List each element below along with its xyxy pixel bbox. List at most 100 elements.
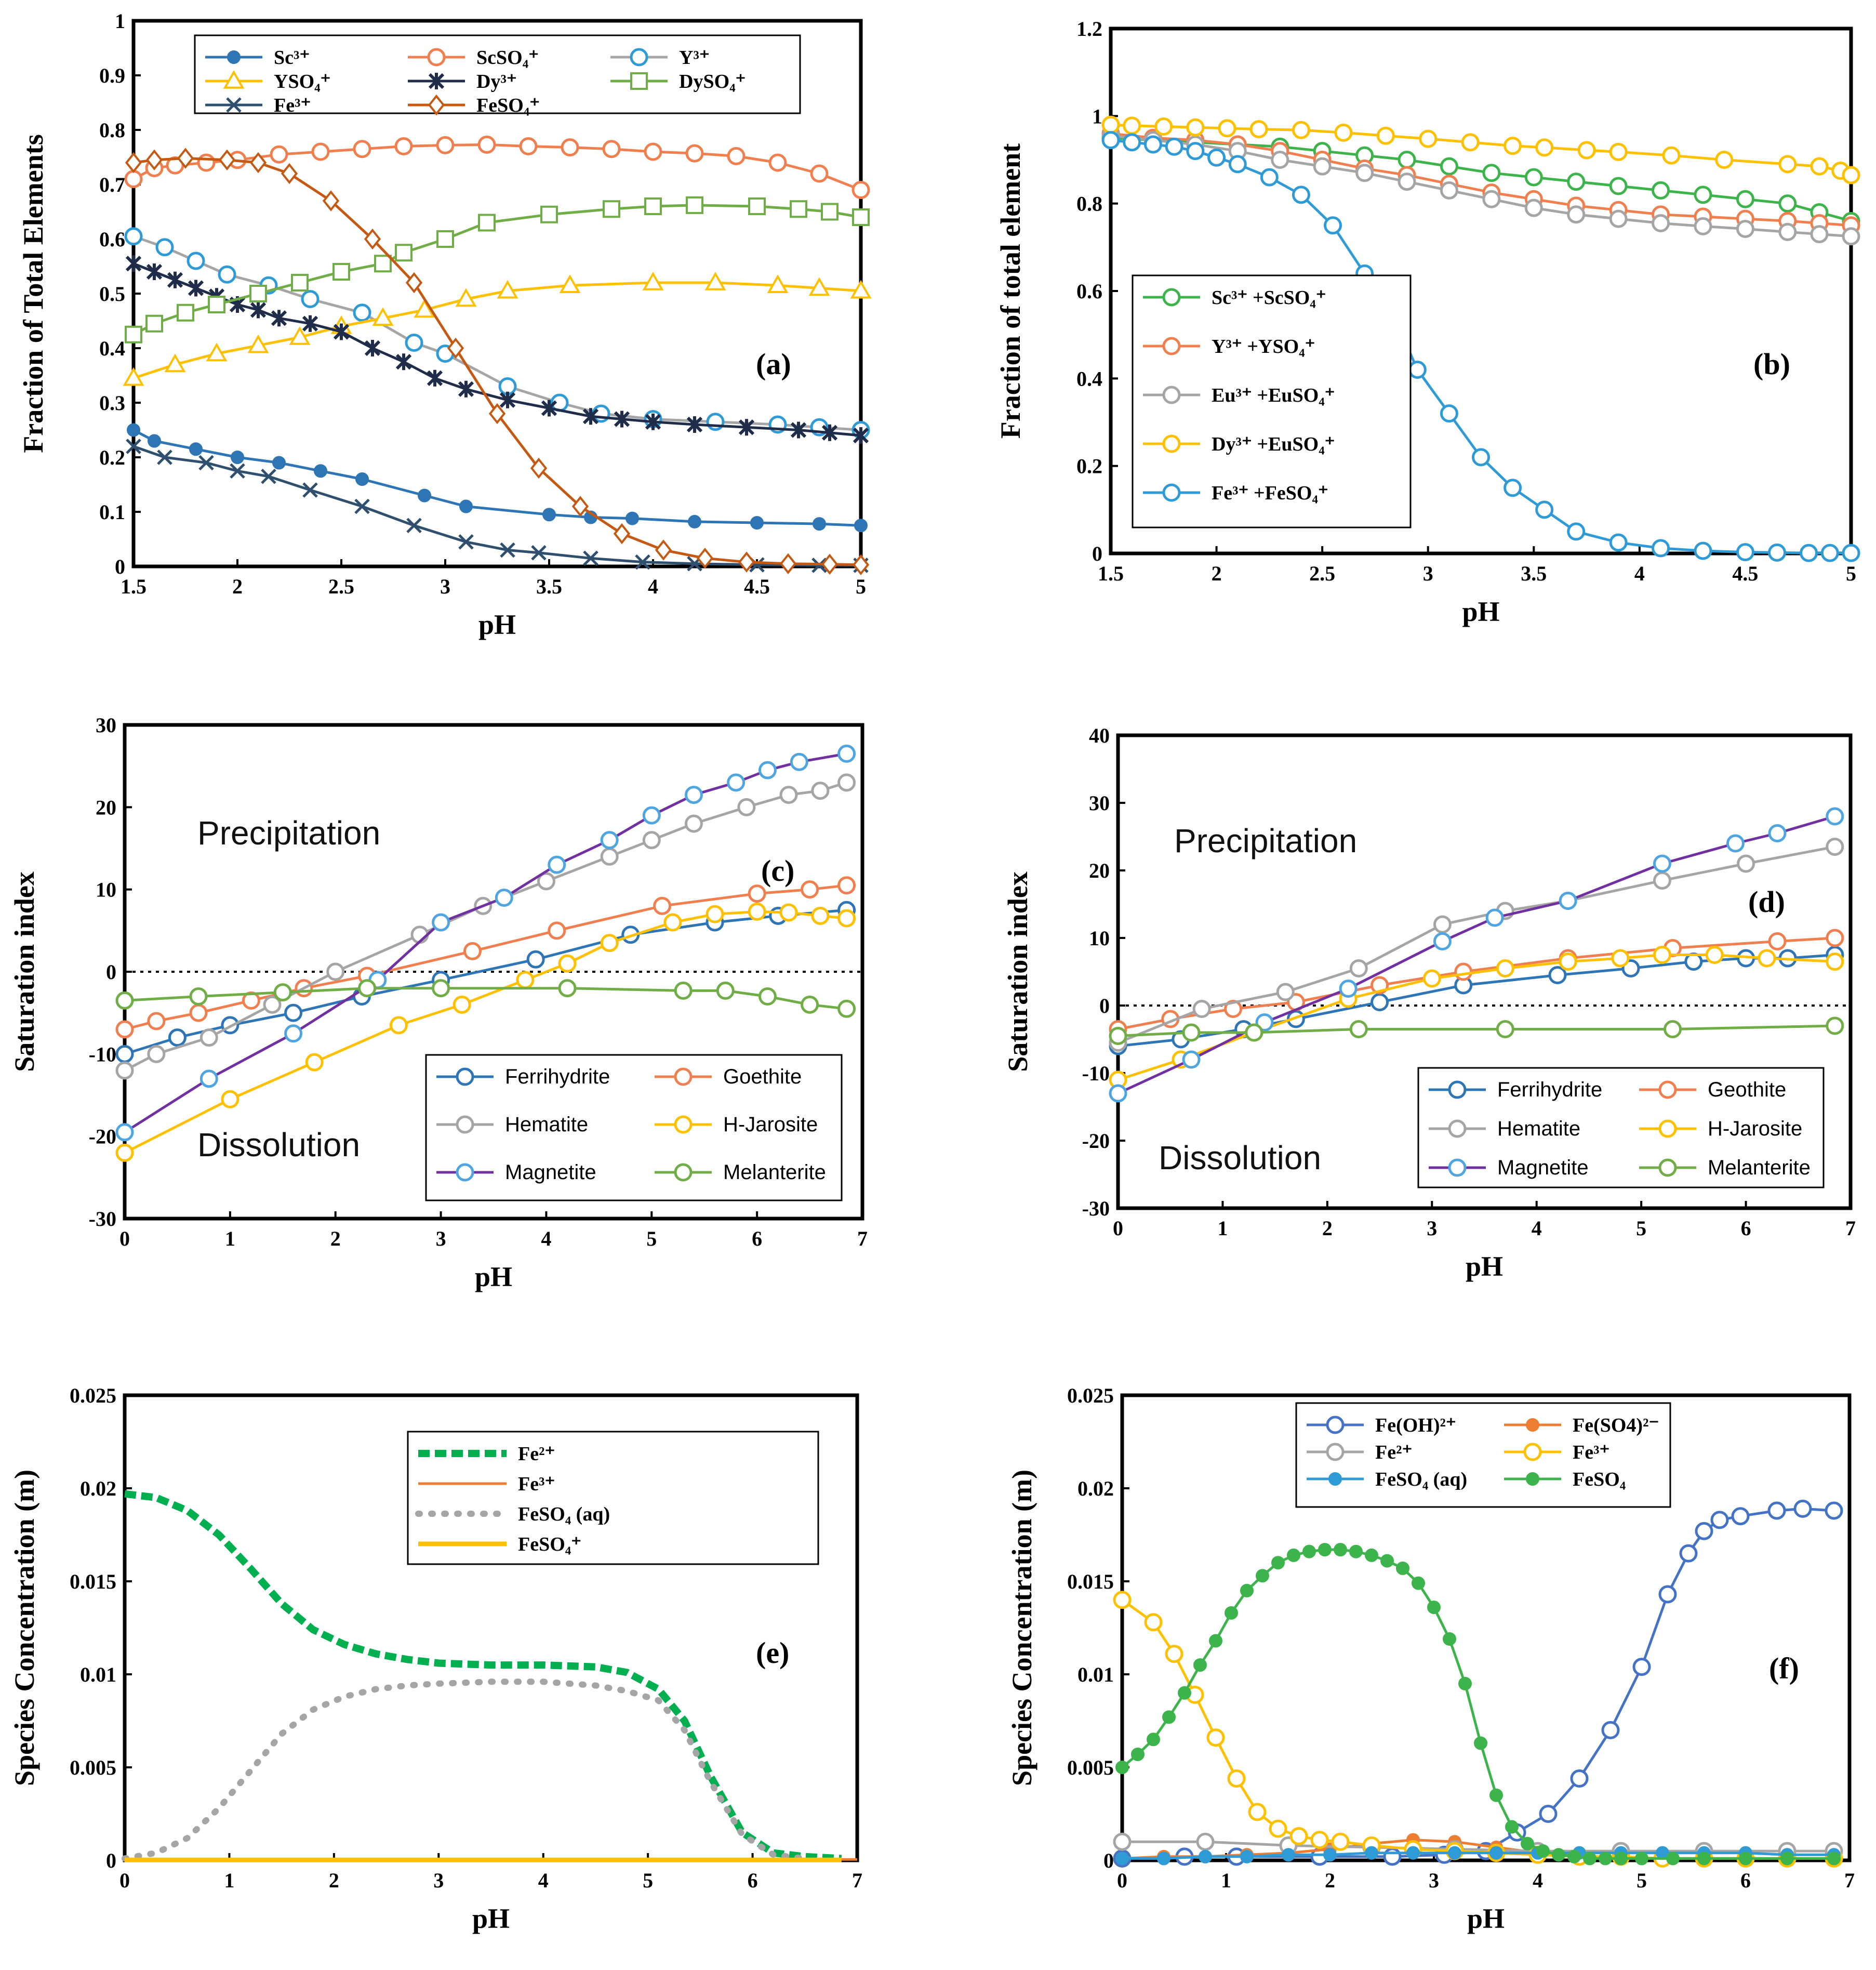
data-point	[1398, 173, 1416, 191]
legend-entry: Magnetite	[436, 1161, 596, 1184]
x-tick-label: 2	[1322, 1217, 1333, 1240]
y-tick-label: 0.7	[99, 173, 125, 196]
y-tick-label: 0.2	[1076, 455, 1102, 478]
panel-e: 0 1 2 3 4 5 6 7 0 0.005 0.01 0.015 0.02 0.025 pH Specie…	[9, 1384, 862, 1934]
data-point	[463, 942, 482, 960]
data-point	[145, 149, 163, 170]
data-point	[1599, 1852, 1612, 1866]
legend-label: Fe(OH)²⁺	[1375, 1414, 1456, 1436]
data-point	[1323, 1848, 1337, 1862]
data-point	[1697, 1852, 1711, 1866]
data-point	[1826, 838, 1844, 856]
data-point	[495, 889, 513, 907]
data-point	[155, 238, 174, 257]
legend-label: DySO₄⁺	[679, 71, 746, 92]
series-line	[1122, 1852, 1834, 1860]
series-a-6	[126, 439, 869, 573]
data-point	[1292, 121, 1310, 139]
data-point	[1577, 141, 1596, 160]
data-point	[427, 369, 443, 387]
x-axis-title: pH	[478, 609, 516, 640]
data-point	[305, 1053, 324, 1072]
data-point	[1679, 1544, 1698, 1563]
data-point	[1535, 138, 1554, 157]
data-point	[558, 979, 577, 998]
data-point	[1662, 146, 1681, 165]
data-point	[1635, 1852, 1648, 1866]
y-tick-label: 0.02	[1077, 1477, 1114, 1500]
data-point	[1535, 500, 1554, 519]
data-point	[1715, 151, 1734, 169]
data-point	[1736, 219, 1754, 238]
legend-entry: Fe(SO4)²⁻	[1504, 1414, 1659, 1436]
legend-swatch-marker	[1448, 1158, 1467, 1177]
data-point	[1292, 186, 1310, 204]
y-axis-title: Fraction of total element	[995, 143, 1026, 439]
legend-label: ScSO₄⁺	[476, 47, 539, 69]
data-point	[1248, 1803, 1267, 1821]
data-point	[1269, 1819, 1287, 1838]
data-point	[1652, 181, 1670, 200]
data-point	[684, 814, 703, 833]
data-point	[1548, 966, 1567, 984]
data-point	[115, 1061, 134, 1080]
data-point	[395, 353, 412, 371]
data-point	[526, 950, 545, 969]
y-tick-label: 1.2	[1076, 17, 1102, 41]
data-point	[790, 421, 807, 439]
data-point	[548, 855, 566, 874]
data-point	[821, 553, 839, 575]
data-point	[1567, 522, 1586, 541]
data-point	[263, 995, 282, 1014]
y-tick-label: 0	[1092, 542, 1102, 565]
series-e-2	[122, 1678, 808, 1862]
data-point	[1778, 222, 1797, 241]
legend-swatch-marker	[630, 72, 648, 90]
data-point	[727, 773, 746, 792]
data-point	[1240, 1583, 1254, 1597]
legend-entry: YSO₄⁺	[205, 70, 331, 92]
y-tick-label: -30	[89, 1207, 116, 1231]
legend-swatch-marker	[674, 1115, 693, 1134]
data-point	[272, 456, 286, 470]
data-point	[1800, 544, 1818, 562]
data-point	[500, 542, 515, 558]
legend-entry: FeSO₄⁺	[418, 1533, 581, 1555]
data-point	[1653, 946, 1671, 964]
data-point	[686, 196, 703, 214]
data-point	[1820, 544, 1839, 562]
data-point	[704, 271, 726, 290]
data-point	[488, 403, 506, 425]
data-point	[1842, 544, 1860, 562]
legend-label: Goethite	[723, 1065, 802, 1088]
y-tick-label: 10	[96, 878, 116, 902]
legend-swatch-marker	[1526, 1418, 1539, 1432]
data-point	[1334, 123, 1353, 142]
legend-label: Fe³⁺	[274, 95, 311, 116]
data-point	[1324, 216, 1342, 235]
data-point	[1228, 155, 1247, 174]
data-point	[208, 296, 225, 313]
y-tick-label: 0.6	[99, 228, 125, 251]
legend-swatch-marker	[630, 48, 648, 67]
legend-label: FeSO₄ (aq)	[1375, 1469, 1467, 1490]
data-point	[748, 884, 766, 903]
data-point	[1768, 932, 1787, 950]
legend-entry: Ferrihydrite	[436, 1065, 610, 1088]
data-point	[1666, 1852, 1680, 1866]
data-point	[1182, 1023, 1201, 1042]
data-point	[582, 408, 599, 425]
data-point	[614, 411, 630, 428]
y-tick-label: 0.015	[1067, 1570, 1114, 1593]
x-tick-label: 1	[225, 1227, 235, 1250]
x-tick-label: 3	[1429, 1869, 1439, 1892]
data-point	[478, 214, 496, 232]
legend-entry: Sc³⁺ +ScSO₄⁺	[1143, 287, 1326, 309]
legend-label: FeSO₄ (aq)	[518, 1503, 610, 1525]
data-point	[1793, 1499, 1812, 1518]
data-point	[516, 971, 535, 989]
legend-label: H-Jarosite	[1708, 1117, 1802, 1140]
data-point	[1583, 1852, 1596, 1866]
x-tick-label: 4	[541, 1227, 551, 1250]
data-point	[405, 334, 423, 352]
